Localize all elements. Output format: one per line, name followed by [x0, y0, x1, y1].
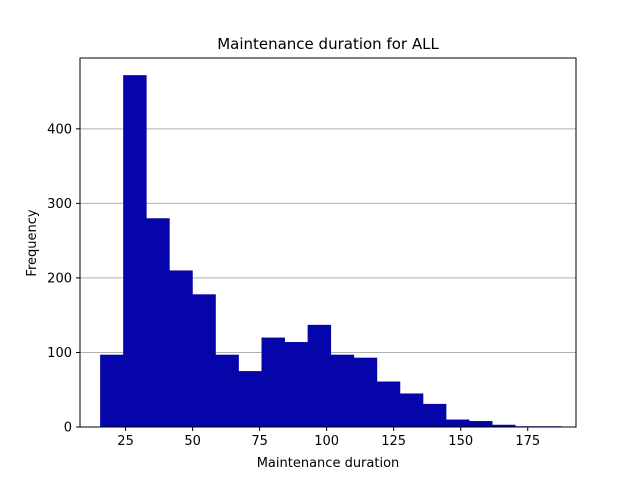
- histogram-bar: [307, 324, 332, 427]
- histogram-bar: [422, 403, 447, 427]
- histogram-bar: [492, 424, 516, 427]
- histogram-bar: [169, 270, 193, 427]
- histogram-bar: [261, 337, 285, 427]
- axis-ticks: 25 50 75 100 125 150 175 0 100 200 300 400: [47, 122, 540, 449]
- y-tick-label: 400: [47, 122, 72, 137]
- y-tick-label: 0: [64, 421, 72, 436]
- histogram-bar: [445, 419, 470, 427]
- histogram-bar: [146, 218, 170, 427]
- y-tick-label: 100: [47, 346, 72, 361]
- histogram-bar: [215, 354, 239, 427]
- chart-title: Maintenance duration for ALL: [217, 35, 439, 53]
- plot-frame: [79, 57, 577, 428]
- histogram-bar: [192, 294, 216, 427]
- x-tick-label: 50: [184, 434, 201, 449]
- x-tick-label: 25: [117, 434, 134, 449]
- x-tick-label: 150: [448, 434, 473, 449]
- histogram-bar: [123, 75, 147, 428]
- histogram-bar: [399, 393, 424, 427]
- histogram-bar: [284, 342, 309, 427]
- y-axis-label: Frequency: [25, 209, 40, 276]
- y-tick-label: 200: [47, 271, 72, 286]
- x-axis-label: Maintenance duration: [257, 456, 400, 471]
- histogram-bar: [238, 371, 262, 427]
- x-tick-label: 75: [251, 434, 268, 449]
- histogram-bars: [100, 75, 562, 428]
- x-tick-label: 100: [314, 434, 339, 449]
- histogram-bar: [330, 354, 355, 427]
- histogram-bar: [376, 381, 401, 427]
- histogram-bar: [353, 357, 378, 427]
- histogram-bar: [469, 421, 493, 427]
- x-tick-label: 125: [381, 434, 406, 449]
- y-tick-label: 300: [47, 197, 72, 212]
- x-tick-label: 175: [515, 434, 540, 449]
- histogram-bar: [100, 354, 124, 427]
